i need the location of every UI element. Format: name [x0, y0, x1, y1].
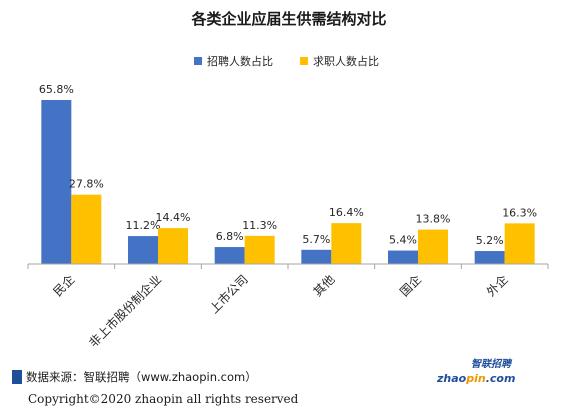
data-label-recruit-0: 65.8%	[39, 83, 74, 96]
bar-applicant-3	[331, 223, 362, 264]
data-label-applicant-0: 27.8%	[69, 178, 104, 191]
bar-applicant-0	[71, 194, 102, 264]
legend-label-recruit: 招聘人数占比	[207, 54, 273, 68]
logo-english-text: zhaopin.com	[436, 372, 515, 385]
logo-english-part-zhao: zhao	[436, 372, 467, 385]
category-label-3: 其他	[311, 272, 338, 299]
bar-applicant-2	[244, 235, 275, 264]
bar-applicant-1	[158, 228, 188, 264]
logo-english-part-com: .com	[486, 372, 516, 385]
legend-swatch-recruit	[194, 57, 202, 65]
category-label-1: 非上市股份制企业	[86, 272, 164, 350]
chart-title: 各类企业应届生供需结构对比	[190, 10, 386, 28]
data-label-applicant-5: 16.3%	[502, 206, 537, 219]
bar-recruit-0	[41, 100, 72, 264]
category-label-2: 上市公司	[206, 272, 251, 317]
data-label-recruit-2: 6.8%	[216, 230, 244, 243]
data-label-applicant-3: 16.4%	[329, 206, 364, 219]
bar-recruit-1	[128, 236, 158, 264]
category-label-4: 国企	[397, 272, 425, 300]
data-label-applicant-1: 14.4%	[156, 211, 191, 224]
legend-label-applicant: 求职人数占比	[313, 54, 379, 68]
bar-recruit-4	[388, 250, 418, 264]
legend-swatch-applicant	[300, 57, 308, 65]
bar-applicant-5	[504, 223, 535, 264]
source-marker	[12, 370, 22, 384]
data-label-applicant-4: 13.8%	[416, 213, 451, 226]
bar-recruit-2	[214, 247, 245, 264]
data-label-applicant-2: 11.3%	[242, 219, 277, 232]
data-label-recruit-1: 11.2%	[126, 219, 161, 232]
bar-recruit-3	[301, 249, 332, 264]
category-label-5: 外企	[483, 272, 511, 300]
copyright-text: Copyright©2020 zhaopin all rights reserv…	[28, 392, 299, 406]
bar-recruit-5	[474, 251, 505, 264]
logo-english-part-pin: pin	[465, 372, 486, 385]
category-label-0: 民企	[50, 272, 78, 300]
plot-area: 65.8% 27.8% 民企 11.2%14.4% 非上市股份制企业 6.8%11.3% 上…	[27, 83, 549, 350]
footer: 数据来源：智联招聘（www.zhaopin.com） Copyright©202…	[12, 358, 515, 406]
bar-applicant-4	[418, 229, 448, 264]
zhaopin-logo: 智联招聘 zhaopin.com	[436, 358, 515, 385]
source-text: 数据来源：智联招聘（www.zhaopin.com）	[26, 370, 257, 384]
data-label-recruit-5: 5.2%	[476, 234, 504, 247]
data-label-recruit-3: 5.7%	[302, 233, 330, 246]
data-label-recruit-4: 5.4%	[389, 234, 417, 247]
legend: 招聘人数占比 求职人数占比	[194, 54, 379, 68]
logo-chinese-text: 智联招聘	[471, 358, 513, 370]
